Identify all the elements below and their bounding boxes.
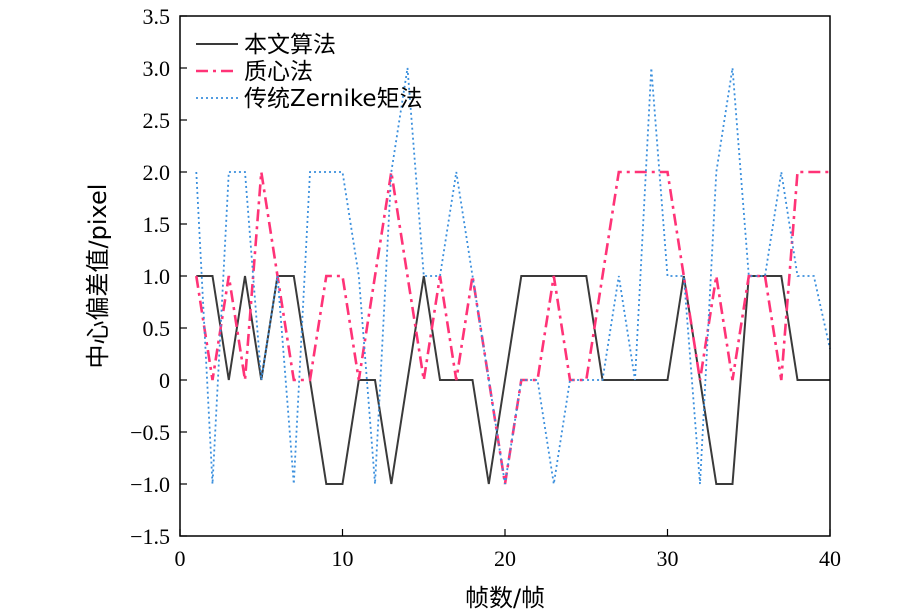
y-tick-label: 2.5 (143, 108, 171, 133)
x-tick-label: 40 (819, 546, 841, 571)
y-tick-label: −0.5 (130, 420, 170, 445)
legend-label-2: 质心法 (244, 59, 313, 85)
x-tick-label: 10 (332, 546, 354, 571)
y-tick-label: 0 (159, 368, 170, 393)
legend-label-1: 本文算法 (244, 32, 336, 58)
axis-ticks: 0 10 20 30 40 3.5 3.0 2.5 2.0 1.5 1.0 0.5 0 −0.5 −1.0 −… (130, 4, 841, 571)
x-axis-title: 帧数/帧 (465, 584, 545, 612)
series-line-1 (196, 275, 830, 485)
legend-label-3: 传统Zernike矩法 (244, 86, 423, 112)
y-tick-label: 2.0 (143, 160, 171, 185)
series-line-2 (195, 170, 830, 485)
y-tick-label: 0.5 (143, 316, 171, 341)
y-tick-label: −1.0 (130, 472, 170, 497)
y-axis-title: 中心偏差值/pixel (84, 184, 112, 369)
series-layer (195, 67, 831, 485)
x-tick-label: 0 (175, 546, 186, 571)
y-tick-label: −1.5 (130, 524, 170, 549)
y-tick-label: 1.0 (143, 264, 171, 289)
y-tick-label: 3.0 (143, 56, 171, 81)
x-tick-label: 20 (494, 546, 516, 571)
x-tick-label: 30 (657, 546, 679, 571)
y-tick-label: 1.5 (143, 212, 171, 237)
y-tick-label: 3.5 (143, 4, 171, 29)
